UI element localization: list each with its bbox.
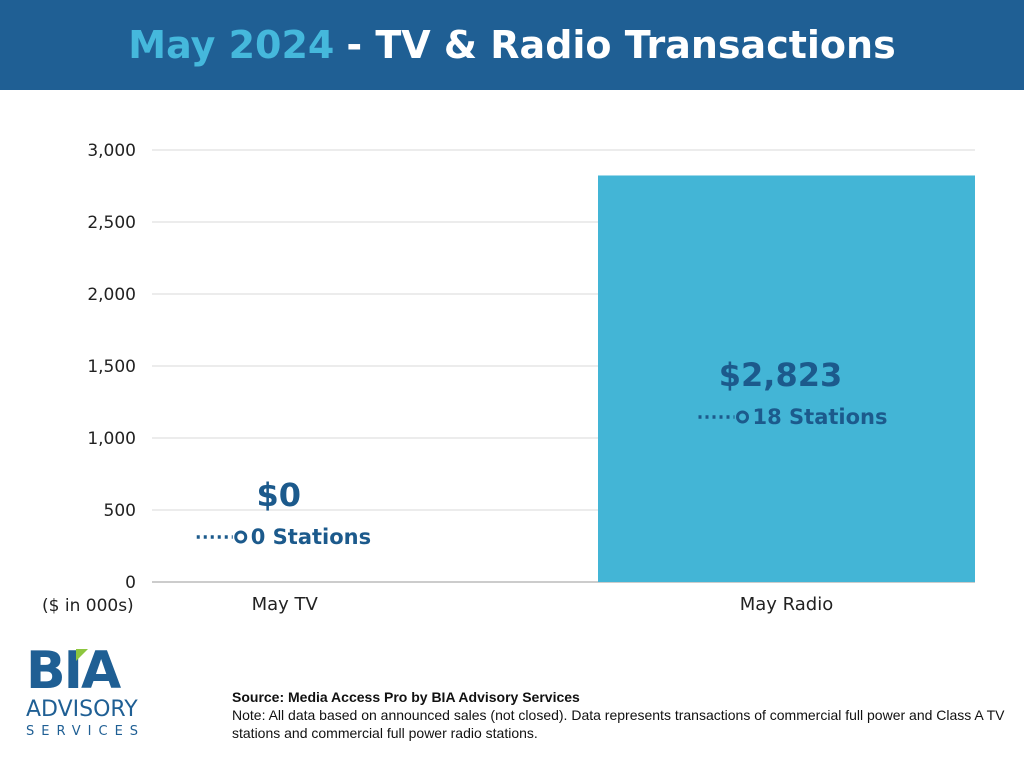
x-tick-label: May TV [252,594,319,615]
value-label: $2,823 [719,356,842,394]
note-text: Note: All data based on announced sales … [232,707,1005,741]
y-tick-label: 2,500 [87,213,136,233]
bia-logo: BIA ADVISORY SERVICES [26,645,146,741]
stations-label: 0 Stations [251,525,371,549]
logo-bia: BIA [26,641,121,701]
source-text: Source: Media Access Pro by BIA Advisory… [232,689,580,705]
y-axis-unit-label: ($ in 000s) [42,596,134,616]
circle-marker-icon [736,410,749,424]
title-highlight: May 2024 [128,23,335,67]
logo-services: SERVICES [26,724,146,739]
x-tick-label: May Radio [740,594,834,615]
title-banner: May 2024 - TV & Radio Transactions [0,0,1024,90]
y-tick-label: 1,500 [87,357,136,377]
y-tick-label: 1,000 [87,429,136,449]
y-tick-label: 500 [104,501,136,521]
circle-marker-icon [234,530,248,544]
y-tick-label: 3,000 [87,141,136,161]
y-tick-label: 2,000 [87,285,136,305]
y-tick-label: 0 [125,573,136,593]
title-text: - TV & Radio Transactions [346,23,896,67]
source-note: Source: Media Access Pro by BIA Advisory… [232,688,1024,742]
stations-label: 18 Stations [753,405,888,429]
logo-advisory: ADVISORY [26,697,138,722]
value-label: $0 [256,476,301,514]
bar [598,175,975,582]
